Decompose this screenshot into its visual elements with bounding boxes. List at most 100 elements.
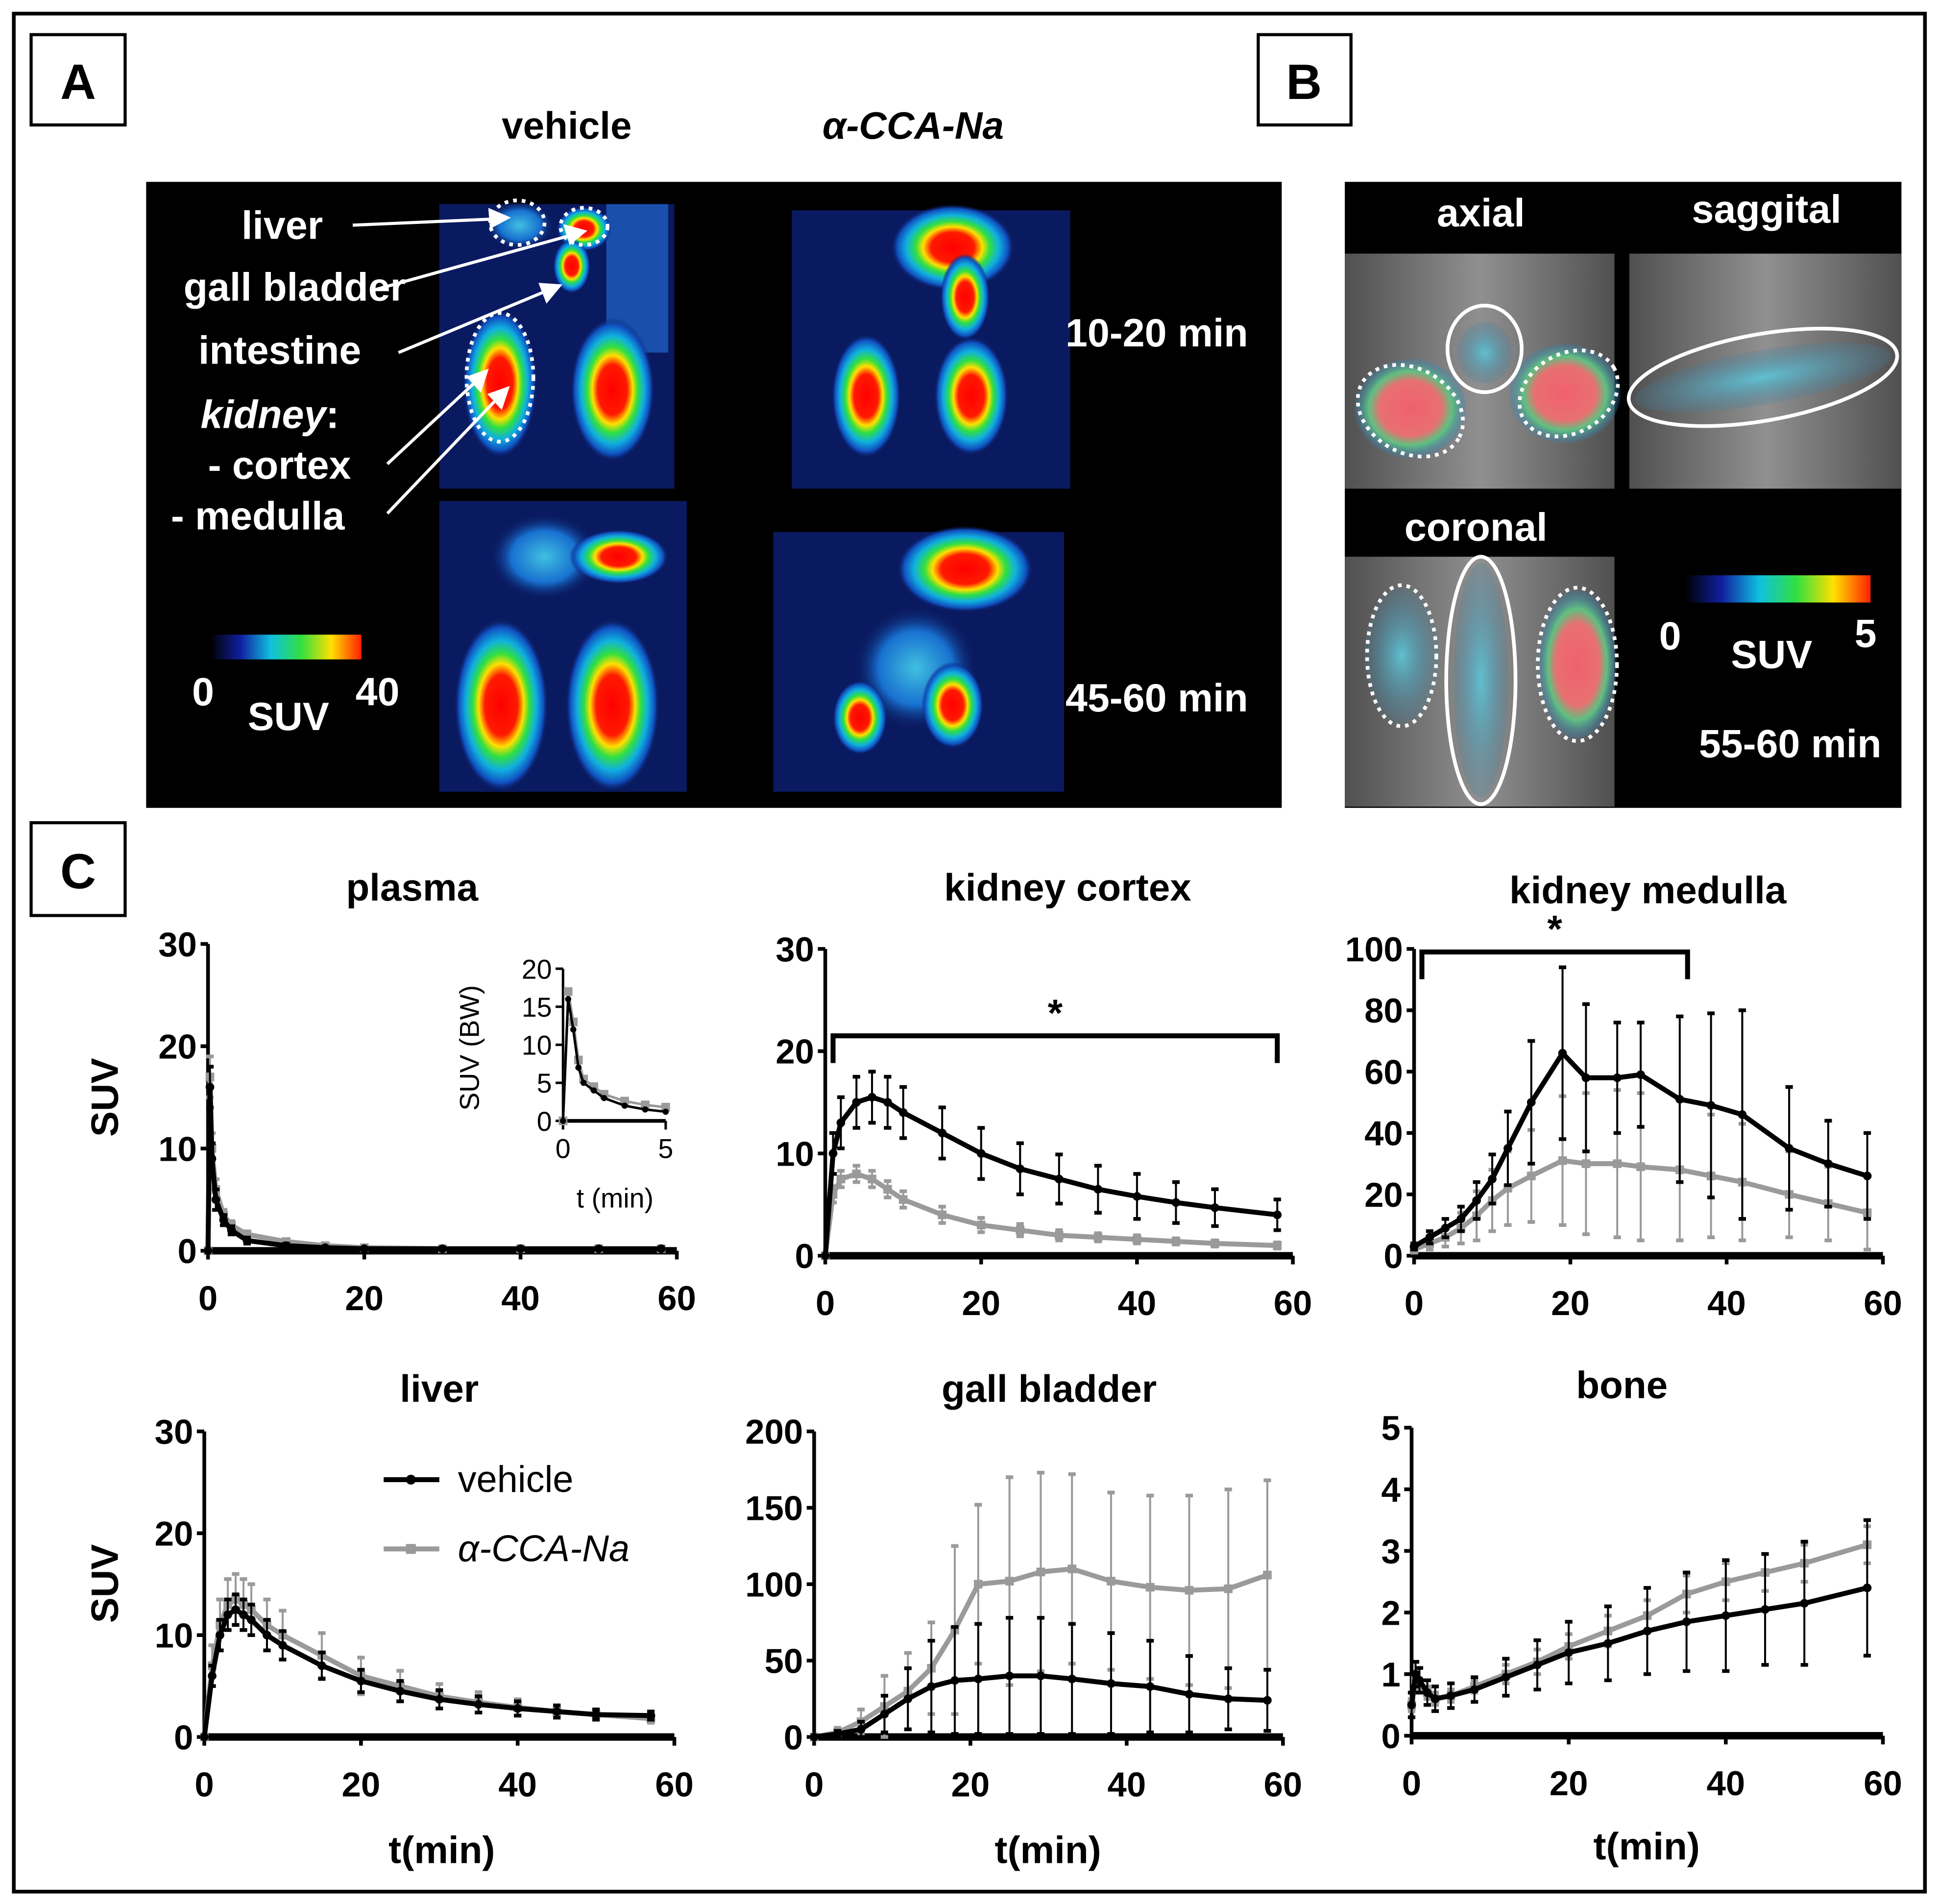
gall-bladder-y-tick-label: 200 bbox=[745, 1413, 803, 1451]
liver-point bbox=[357, 1676, 365, 1685]
gall-bladder-point bbox=[880, 1709, 889, 1719]
pet-image-cca-10-20 bbox=[792, 204, 1070, 489]
bone-point bbox=[1682, 1617, 1691, 1626]
kidney-cortex-point bbox=[1171, 1237, 1181, 1246]
plasma-inset-y-tick-label: 5 bbox=[537, 1068, 552, 1098]
inset-y-axis-label: SUV (BW) bbox=[455, 985, 485, 1111]
kidney-cortex-point bbox=[1273, 1210, 1282, 1220]
liver-point bbox=[216, 1631, 224, 1640]
bone-point bbox=[1411, 1670, 1420, 1679]
kidney-cortex-point bbox=[1093, 1185, 1103, 1194]
plasma-point bbox=[227, 1226, 236, 1235]
kidney-cortex-point bbox=[938, 1210, 947, 1220]
pet-image-vehicle-45-60 bbox=[439, 501, 687, 792]
plasma-x-tick-label: 60 bbox=[657, 1279, 696, 1318]
view-label-axial: axial bbox=[1437, 191, 1525, 235]
gall-bladder-point bbox=[833, 1730, 842, 1738]
kidney-medulla-point bbox=[1738, 1110, 1747, 1119]
plasma-point bbox=[205, 1082, 215, 1092]
plasma-y-tick-label: 0 bbox=[178, 1232, 197, 1270]
kidney-cortex-x-tick-label: 60 bbox=[1274, 1284, 1312, 1322]
panel-a: A vehicle α-CCA-Na bbox=[29, 33, 1282, 808]
kidney-cortex-series-vehicle bbox=[821, 1070, 1282, 1260]
gall-bladder-point bbox=[1224, 1584, 1233, 1593]
liver-point bbox=[208, 1671, 217, 1681]
plasma-point bbox=[360, 1244, 369, 1253]
liver-point bbox=[278, 1641, 287, 1650]
gall-bladder-series-vehicle bbox=[810, 1616, 1272, 1741]
kidney-cortex-point bbox=[898, 1195, 908, 1204]
plasma-inset-y-tick-label: 20 bbox=[522, 954, 552, 984]
chart-kidney-medulla: 0 20 40 60 80 100 0 20 40 60 * bbox=[1345, 907, 1902, 1322]
chart-title-liver: liver bbox=[400, 1367, 479, 1410]
liver-x-tick-label: 20 bbox=[342, 1765, 381, 1804]
kidney-medulla-point bbox=[1527, 1172, 1536, 1180]
liver-x-tick-label: 0 bbox=[194, 1765, 214, 1804]
plasma-inset-y-tick-label: 0 bbox=[537, 1106, 552, 1137]
kidney-medulla-point bbox=[1472, 1196, 1481, 1205]
plasma-inset-line-cca bbox=[561, 990, 666, 1121]
plasma-series-vehicle bbox=[203, 1065, 666, 1255]
plasma-point bbox=[219, 1216, 228, 1225]
kidney-cortex-line-cca bbox=[823, 1171, 1278, 1256]
kidney-cortex-point bbox=[836, 1118, 846, 1127]
coronal-view bbox=[1345, 555, 1619, 807]
kidney-medulla-point bbox=[1581, 1073, 1591, 1082]
organ-labels: liver gall bladder intestine kidney: - c… bbox=[171, 203, 587, 538]
kidney-cortex-point bbox=[883, 1098, 892, 1107]
gall-bladder-x-tick-label: 0 bbox=[804, 1765, 824, 1804]
bone-point bbox=[1863, 1583, 1872, 1592]
kidney-medulla-point bbox=[1636, 1070, 1645, 1079]
gall-bladder-point bbox=[1145, 1682, 1155, 1691]
gall-bladder-y-tick-label: 50 bbox=[764, 1641, 803, 1680]
gall-bladder-point bbox=[1263, 1696, 1272, 1705]
chart-title-plasma: plasma bbox=[346, 866, 479, 909]
liver-point bbox=[395, 1686, 405, 1696]
kidney-cortex-point bbox=[1133, 1192, 1141, 1201]
legend-item-vehicle: vehicle bbox=[384, 1459, 573, 1500]
spine-roi-sagittal bbox=[1626, 326, 1899, 428]
kidney-cortex-point bbox=[821, 1251, 830, 1260]
kidney-medulla-x-tick-label: 60 bbox=[1864, 1284, 1902, 1322]
inset-x-axis-label: t (min) bbox=[577, 1183, 654, 1213]
liver-point bbox=[552, 1707, 561, 1716]
kidney-cortex-significance-bracket bbox=[830, 1033, 1280, 1063]
kidney-medulla-point bbox=[1527, 1098, 1536, 1107]
gall-bladder-point bbox=[1036, 1567, 1045, 1577]
kidney-medulla-point bbox=[1488, 1174, 1497, 1184]
kidney-cortex-series-cca bbox=[821, 1164, 1282, 1260]
panel-a-label-box bbox=[29, 33, 127, 127]
plasma-inset-point bbox=[662, 1108, 669, 1115]
bone-y-tick-label: 0 bbox=[1381, 1717, 1400, 1756]
plasma-inset-point bbox=[641, 1100, 650, 1109]
kidney-medulla-y-tick-label: 100 bbox=[1345, 930, 1403, 969]
kidney-cortex-point bbox=[883, 1185, 892, 1194]
panel-b-label: B bbox=[1286, 55, 1322, 110]
bone-point bbox=[1761, 1605, 1770, 1614]
gall-bladder-point bbox=[1107, 1577, 1116, 1586]
legend-label-vehicle: vehicle bbox=[458, 1459, 574, 1500]
kidney-cortex-x-tick-label: 20 bbox=[962, 1284, 1000, 1322]
kidney-cortex-point bbox=[1016, 1164, 1025, 1173]
gall-bladder-point bbox=[1185, 1586, 1194, 1595]
kidney-medulla-point bbox=[1456, 1214, 1466, 1223]
liver-point bbox=[231, 1605, 240, 1614]
liver-point bbox=[223, 1610, 232, 1619]
kidney-medulla-point bbox=[1613, 1073, 1622, 1082]
column-label-cca: α-CCA-Na bbox=[823, 104, 1004, 147]
pet-image-cca-45-60 bbox=[773, 526, 1064, 792]
kidney-medulla-point bbox=[1636, 1162, 1645, 1172]
plasma-inset-point bbox=[661, 1102, 670, 1112]
liver-y-tick-label: 30 bbox=[155, 1413, 194, 1451]
kidney-medulla-x-tick-label: 0 bbox=[1405, 1284, 1424, 1322]
kidney-medulla-point bbox=[1675, 1095, 1684, 1104]
gall-bladder-point bbox=[1107, 1679, 1116, 1688]
kidney-cortex-point bbox=[1054, 1174, 1064, 1184]
bone-x-tick-label: 60 bbox=[1864, 1764, 1902, 1803]
kidney-roi-right bbox=[1517, 348, 1620, 439]
kidney-medulla-y-tick-label: 40 bbox=[1364, 1114, 1403, 1153]
kidney-medulla-x-tick-label: 20 bbox=[1551, 1284, 1590, 1322]
gall-bladder-point bbox=[950, 1676, 959, 1685]
kidney-medulla-point bbox=[1706, 1101, 1716, 1110]
kidney-medulla-significance-bracket bbox=[1419, 949, 1690, 979]
